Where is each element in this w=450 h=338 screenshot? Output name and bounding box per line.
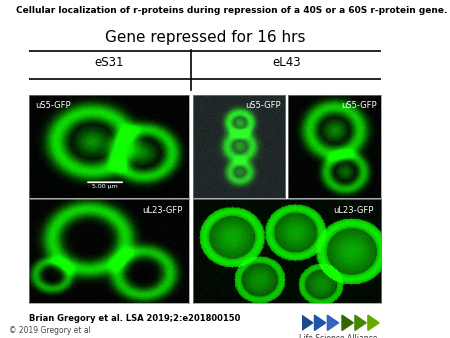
Text: uL23-GFP: uL23-GFP [142, 206, 183, 215]
Polygon shape [368, 315, 379, 331]
Polygon shape [328, 315, 338, 331]
Text: uS5-GFP: uS5-GFP [342, 101, 377, 110]
Text: Gene repressed for 16 hrs: Gene repressed for 16 hrs [105, 30, 305, 45]
Polygon shape [302, 315, 313, 331]
Text: Cellular localization of r-proteins during repression of a 40S or a 60S r-protei: Cellular localization of r-proteins duri… [16, 6, 447, 16]
Polygon shape [315, 315, 326, 331]
Text: uS5-GFP: uS5-GFP [246, 101, 281, 110]
Text: Brian Gregory et al. LSA 2019;2:e201800150: Brian Gregory et al. LSA 2019;2:e2018001… [29, 314, 241, 323]
Text: 5.00 μm: 5.00 μm [92, 185, 118, 190]
Text: eL43: eL43 [272, 56, 301, 69]
Text: uS5-GFP: uS5-GFP [36, 101, 71, 110]
Text: © 2019 Gregory et al: © 2019 Gregory et al [9, 326, 91, 335]
Text: Life Science Alliance: Life Science Alliance [299, 334, 378, 338]
Polygon shape [342, 315, 353, 331]
Polygon shape [355, 315, 366, 331]
Text: uL23-GFP: uL23-GFP [333, 206, 373, 215]
Text: eS31: eS31 [94, 56, 124, 69]
